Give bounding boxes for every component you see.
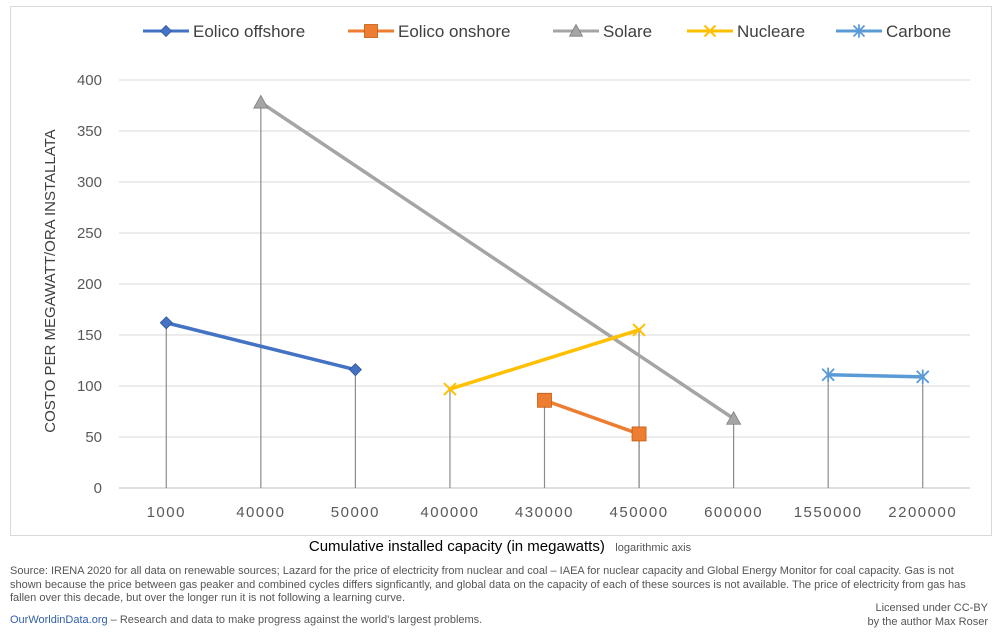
x-axis-title: Cumulative installed capacity (in megawa… bbox=[308, 538, 605, 555]
x-tick-label: 400000 bbox=[420, 504, 479, 521]
data-point-eolico-onshore bbox=[631, 426, 647, 442]
owid-tagline: – Research and data to make progress aga… bbox=[107, 614, 483, 626]
source-note: Source: IRENA 2020 for all data on renew… bbox=[10, 565, 966, 604]
data-point-solare bbox=[725, 410, 742, 425]
x-tick-label: 50000 bbox=[331, 504, 380, 521]
y-axis-title: COSTO PER MEGAWATT/ORA INSTALLATA bbox=[42, 129, 59, 432]
legend-marker-solare bbox=[568, 23, 584, 37]
legend-marker-nucleare bbox=[703, 24, 717, 38]
legend-label-carbone: Carbone bbox=[886, 22, 951, 41]
data-point-eolico-onshore bbox=[537, 392, 552, 408]
x-tick-label: 40000 bbox=[236, 504, 285, 521]
y-tick-label: 0 bbox=[94, 480, 102, 497]
y-tick-label: 350 bbox=[77, 123, 102, 140]
series-line-solare bbox=[259, 100, 736, 421]
data-point-solare bbox=[253, 94, 269, 109]
legend-marker-eolico-onshore bbox=[364, 24, 378, 38]
license-line-1: Licensed under CC-BY bbox=[875, 602, 988, 614]
data-point-nucleare bbox=[632, 323, 646, 337]
x-tick-label: 430000 bbox=[515, 504, 574, 521]
data-point-eolico-offshore bbox=[348, 363, 362, 377]
legend-label-eolico-onshore: Eolico onshore bbox=[398, 22, 510, 41]
legend-marker-eolico-offshore bbox=[159, 24, 173, 38]
owid-credit: OurWorldinData.org – Research and data t… bbox=[10, 614, 482, 626]
y-tick-label: 150 bbox=[77, 327, 102, 344]
y-tick-label: 250 bbox=[77, 225, 102, 242]
data-point-nucleare bbox=[443, 382, 457, 396]
license-note: Licensed under CC-BY by the author Max R… bbox=[868, 601, 988, 629]
legend-label-eolico-offshore: Eolico offshore bbox=[193, 22, 305, 41]
x-axis-note: logarithmic axis bbox=[615, 542, 692, 554]
y-tick-label: 200 bbox=[77, 276, 102, 293]
y-tick-label: 300 bbox=[77, 174, 102, 191]
y-tick-label: 100 bbox=[77, 378, 102, 395]
series-line-eolico-onshore bbox=[542, 398, 641, 436]
data-point-eolico-offshore bbox=[159, 316, 173, 330]
owid-link[interactable]: OurWorldinData.org bbox=[10, 614, 108, 626]
x-tick-label: 1000 bbox=[147, 504, 186, 521]
series-line-eolico-offshore bbox=[164, 321, 358, 372]
series-line-nucleare bbox=[448, 328, 641, 391]
x-tick-label: 2200000 bbox=[888, 504, 957, 521]
chart-plot: 0 50 100 150 200 250 300 350 400 1000 40000 50000 40… bbox=[42, 22, 970, 521]
x-tick-label: 600000 bbox=[704, 504, 763, 521]
legend-marker-carbone bbox=[852, 24, 866, 38]
legend-label-solare: Solare bbox=[603, 22, 652, 41]
x-tick-label: 1550000 bbox=[794, 504, 863, 521]
data-point-carbone bbox=[916, 369, 930, 385]
legend-label-nucleare: Nucleare bbox=[737, 22, 805, 41]
x-tick-label: 450000 bbox=[610, 504, 669, 521]
license-line-2: by the author Max Roser bbox=[867, 616, 988, 628]
y-tick-label: 400 bbox=[77, 72, 102, 89]
y-tick-label: 50 bbox=[85, 429, 102, 446]
data-point-carbone bbox=[821, 367, 835, 382]
series-line-carbone bbox=[826, 373, 925, 379]
x-axis-title-block: Cumulative installed capacity (in megawa… bbox=[0, 538, 1000, 556]
